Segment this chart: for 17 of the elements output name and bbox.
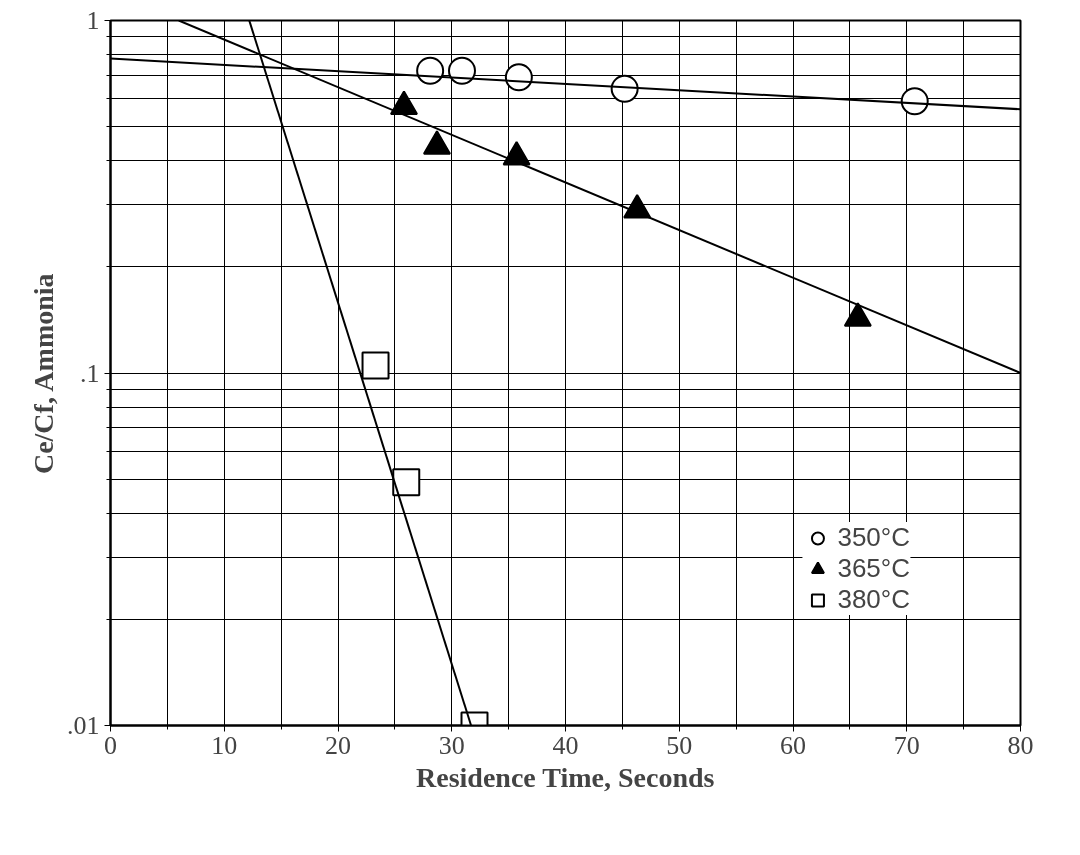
y-tick-label: .1	[80, 358, 100, 388]
y-axis-title: Ce/Cf, Ammonia	[28, 273, 59, 475]
x-tick-label: 30	[438, 730, 465, 760]
x-tick-label: 40	[552, 730, 579, 760]
x-tick-label: 80	[1007, 730, 1034, 760]
x-tick-label: 50	[666, 730, 693, 760]
y-tick-label: .01	[67, 711, 100, 740]
x-tick-label: 20	[325, 730, 351, 760]
x-tick-label: 10	[211, 730, 238, 760]
y-tick-label: 1	[86, 6, 100, 35]
x-tick-label: 0	[104, 730, 117, 760]
legend-label: 365°C	[837, 553, 910, 584]
legend-label: 380°C	[837, 584, 910, 615]
x-tick-label: 60	[780, 730, 806, 760]
x-axis-title: Residence Time, Seconds	[416, 761, 715, 793]
x-tick-label: 70	[893, 730, 920, 760]
legend-label: 350°C	[837, 522, 910, 553]
